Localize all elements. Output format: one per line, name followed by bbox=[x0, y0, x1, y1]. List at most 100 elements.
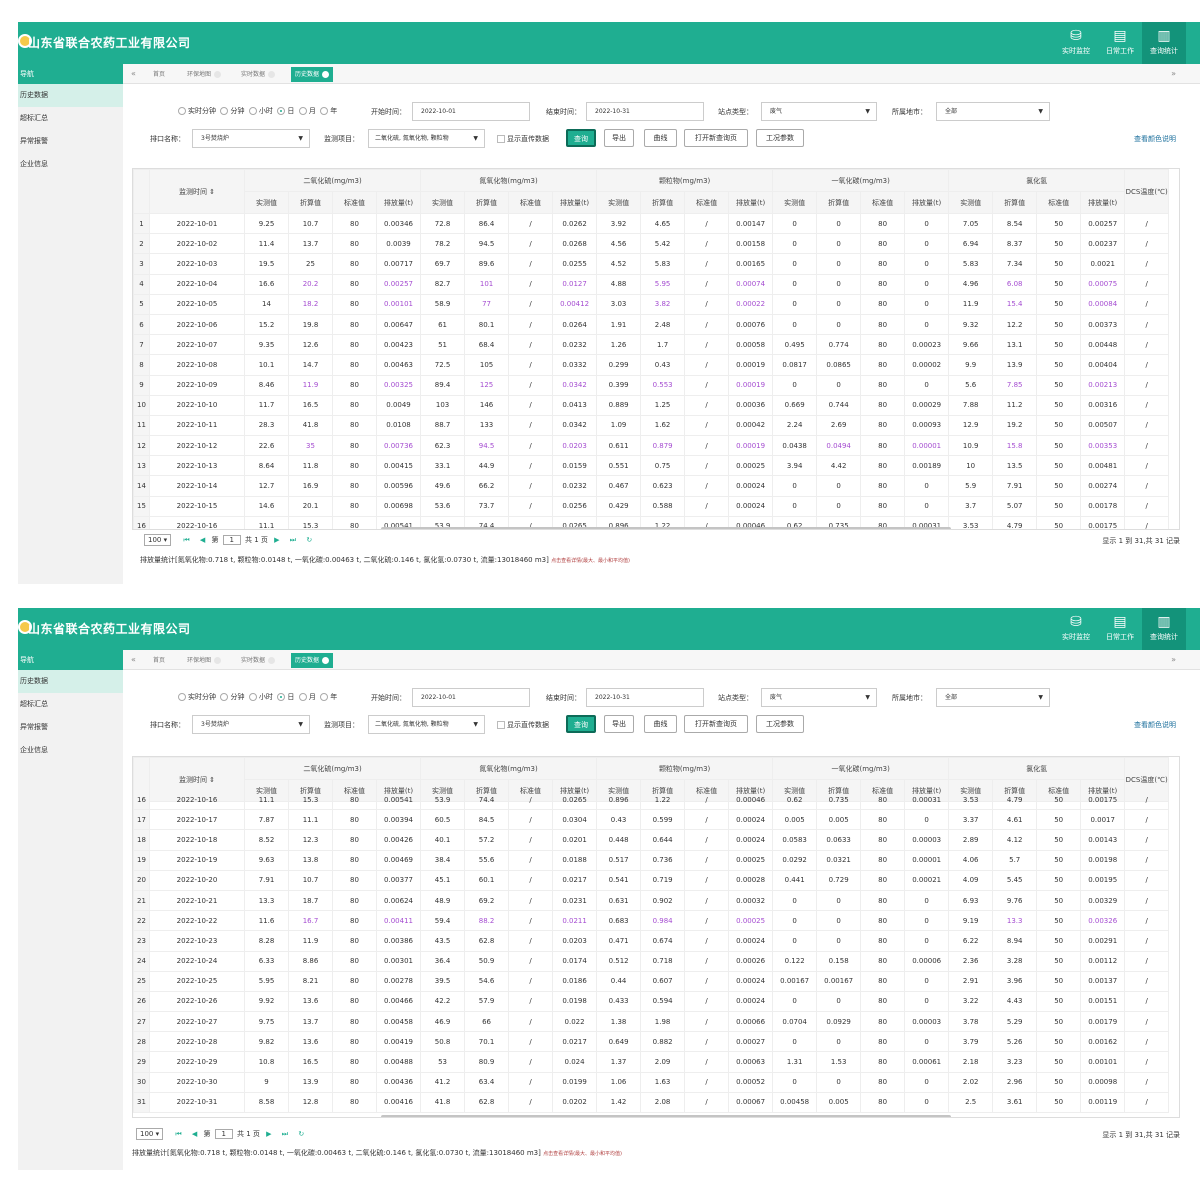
prev-page-icon[interactable]: ◀ bbox=[199, 536, 206, 544]
work-params-button[interactable]: 工况参数 bbox=[756, 129, 804, 147]
tab-realtime[interactable]: 实时数据 bbox=[237, 653, 279, 668]
next-page-icon[interactable]: ▶ bbox=[266, 1130, 272, 1138]
direct-data-checkbox[interactable]: 显示直传数据 bbox=[497, 720, 549, 730]
first-page-icon[interactable]: ⏮ bbox=[175, 1130, 182, 1138]
sidebar-item-company-info[interactable]: 企业信息 bbox=[20, 160, 48, 168]
export-button[interactable]: 导出 bbox=[604, 129, 634, 147]
table-row[interactable]: 20 2022-10-20 7.91 10.7 80 0.00377 45.1 60.1/0.… bbox=[133, 869, 1170, 891]
tab-history[interactable]: 历史数据 bbox=[291, 653, 334, 668]
table-row[interactable]: 5 2022-10-05 14 18.2 80 0.00101 58.9 77/0.00412… bbox=[133, 293, 1170, 315]
site-type-select[interactable]: 废气 ▼ bbox=[761, 688, 877, 707]
end-time-input[interactable]: 2022-10-31 bbox=[586, 102, 704, 121]
page-input[interactable]: 1 bbox=[214, 1129, 233, 1139]
table-row[interactable]: 24 2022-10-24 6.33 8.86 80 0.00301 36.4 50.9/0.… bbox=[133, 950, 1170, 972]
table-row[interactable]: 7 2022-10-07 9.35 12.6 80 0.00423 51 68.4/0.023… bbox=[133, 334, 1170, 356]
query-button[interactable]: 查询 bbox=[566, 715, 596, 733]
tab-home[interactable]: 首页 bbox=[153, 657, 166, 664]
table-row[interactable]: 26 2022-10-26 9.92 13.6 80 0.00466 42.2 57.9/0.… bbox=[133, 990, 1170, 1013]
table-row[interactable]: 11 2022-10-11 28.3 41.8 80 0.0108 88.7 133/0.03… bbox=[133, 414, 1170, 437]
outlet-select[interactable]: 3号焚烧炉 ▼ bbox=[192, 715, 310, 734]
table-row[interactable]: 3 2022-10-03 19.5 25 80 0.00717 69.7 89.6/0.025… bbox=[133, 253, 1170, 275]
sidebar-item-company-info[interactable]: 企业信息 bbox=[20, 746, 48, 754]
refresh-icon[interactable]: ↻ bbox=[298, 1130, 305, 1138]
summary-detail-link[interactable]: 点击查看详情(最大、最小和平均值) bbox=[551, 558, 630, 564]
sidebar-item-alarm[interactable]: 异常报警 bbox=[20, 723, 48, 731]
horizontal-scrollbar[interactable] bbox=[381, 1115, 951, 1117]
curve-button[interactable]: 曲线 bbox=[644, 129, 677, 147]
table-row[interactable]: 30 2022-10-30 9 13.9 80 0.00436 41.2 63.4/0.019… bbox=[133, 1071, 1170, 1093]
table-row[interactable]: 27 2022-10-27 9.75 13.7 80 0.00458 46.9 66/0.02… bbox=[133, 1011, 1170, 1033]
table-row[interactable]: 10 2022-10-10 11.7 16.5 80 0.0049 103 146/0.041… bbox=[133, 394, 1170, 416]
table-row[interactable]: 31 2022-10-31 8.58 12.8 80 0.00416 41.8 62.8/0.… bbox=[133, 1091, 1170, 1114]
color-legend-link[interactable]: 查看颜色说明 bbox=[1134, 135, 1176, 143]
radio-minute[interactable]: 分钟 bbox=[220, 693, 244, 701]
page-size-select[interactable]: 100 ▾ bbox=[144, 534, 172, 546]
table-row[interactable]: 4 2022-10-04 16.6 20.2 80 0.00257 82.7 101/0.01… bbox=[133, 273, 1170, 295]
tabs-next-icon[interactable]: » bbox=[1171, 69, 1176, 78]
nav-system[interactable]: ⚙系统 bbox=[1186, 22, 1200, 64]
table-row[interactable]: 162022-10-1611.115.3800.0054153.974.4/0.… bbox=[133, 515, 1170, 529]
table-row[interactable]: 28 2022-10-28 9.82 13.6 80 0.00419 50.8 70.1/0.… bbox=[133, 1031, 1170, 1053]
area-select[interactable]: 全部 ▼ bbox=[936, 688, 1050, 707]
table-row[interactable]: 1 2022-10-01 9.25 10.7 80 0.00346 72.8 86.4/0.0… bbox=[133, 212, 1170, 235]
items-select[interactable]: 二氧化硫, 氮氧化物, 颗粒物 ▼ bbox=[368, 129, 485, 148]
table-row[interactable]: 17 2022-10-17 7.87 11.1 80 0.00394 60.5 84.5/0.… bbox=[133, 809, 1170, 831]
radio-day[interactable]: 日 bbox=[277, 107, 294, 115]
time-header[interactable]: 监测时间 ⇕ bbox=[149, 169, 245, 214]
items-select[interactable]: 二氧化硫, 氮氧化物, 颗粒物 ▼ bbox=[368, 715, 485, 734]
radio-hour[interactable]: 小时 bbox=[248, 693, 273, 701]
close-icon[interactable] bbox=[322, 657, 330, 664]
tab-realtime[interactable]: 实时数据 bbox=[237, 67, 279, 82]
table-row[interactable]: 23 2022-10-23 8.28 11.9 80 0.00386 43.5 62.8/0.… bbox=[133, 930, 1170, 952]
radio-year[interactable]: 年 bbox=[320, 693, 337, 701]
table-row[interactable]: 18 2022-10-18 8.52 12.3 80 0.00426 40.1 57.2/0.… bbox=[133, 829, 1170, 851]
sidebar-item-exceed-summary[interactable]: 超标汇总 bbox=[20, 114, 48, 122]
table-row[interactable]: 19 2022-10-19 9.63 13.8 80 0.00469 38.4 55.6/0.… bbox=[133, 849, 1170, 871]
last-page-icon[interactable]: ⏭ bbox=[281, 1130, 289, 1138]
nav-daily-work[interactable]: ▤ 日常工作 bbox=[1098, 22, 1142, 64]
outlet-select[interactable]: 3号焚烧炉 ▼ bbox=[192, 129, 310, 148]
summary-detail-link[interactable]: 点击查看详情(最大、最小和平均值) bbox=[543, 1151, 622, 1157]
close-icon[interactable] bbox=[214, 657, 222, 664]
table-row[interactable]: 8 2022-10-08 10.1 14.7 80 0.00463 72.5 105/0.03… bbox=[133, 354, 1170, 376]
table-row[interactable]: 25 2022-10-25 5.95 8.21 80 0.00278 39.5 54.6/0.… bbox=[133, 970, 1170, 992]
last-page-icon[interactable]: ⏭ bbox=[289, 536, 297, 544]
tabs-next-icon[interactable]: » bbox=[1171, 655, 1176, 664]
radio-hour[interactable]: 小时 bbox=[248, 107, 273, 115]
next-page-icon[interactable]: ▶ bbox=[274, 536, 280, 544]
tab-env-map[interactable]: 环保地图 bbox=[183, 67, 225, 82]
direct-data-checkbox[interactable]: 显示直传数据 bbox=[497, 134, 549, 144]
color-legend-link[interactable]: 查看颜色说明 bbox=[1134, 721, 1176, 729]
tab-history[interactable]: 历史数据 bbox=[291, 67, 334, 82]
table-row[interactable]: 13 2022-10-13 8.64 11.8 80 0.00415 33.1 44.9/0.… bbox=[133, 455, 1170, 477]
site-type-select[interactable]: 废气 ▼ bbox=[761, 102, 877, 121]
table-row[interactable]: 2 2022-10-02 11.4 13.7 80 0.0039 78.2 94.5/0.02… bbox=[133, 233, 1170, 255]
sidebar-item-history[interactable]: 历史数据 bbox=[18, 670, 123, 693]
sidebar-item-alarm[interactable]: 异常报警 bbox=[20, 137, 48, 145]
nav-daily-work[interactable]: ▤ 日常工作 bbox=[1098, 608, 1142, 650]
table-row[interactable]: 14 2022-10-14 12.7 16.9 80 0.00596 49.6 66.2/0.… bbox=[133, 475, 1170, 497]
close-icon[interactable] bbox=[268, 657, 276, 664]
horizontal-scrollbar[interactable] bbox=[381, 527, 951, 529]
radio-realtime-minute[interactable]: 实时分钟 bbox=[178, 693, 216, 701]
sidebar-item-history[interactable]: 历史数据 bbox=[18, 84, 123, 107]
radio-year[interactable]: 年 bbox=[320, 107, 337, 115]
nav-query-stats[interactable]: ▥ 查询统计 bbox=[1142, 608, 1186, 650]
table-row[interactable]: 21 2022-10-21 13.3 18.7 80 0.00624 48.9 69.2/0.… bbox=[133, 889, 1170, 912]
radio-month[interactable]: 月 bbox=[298, 693, 316, 701]
table-row[interactable]: 12 2022-10-12 22.6 35 80 0.00736 62.3 94.5/0.02… bbox=[133, 435, 1170, 457]
radio-minute[interactable]: 分钟 bbox=[220, 107, 244, 115]
work-params-button[interactable]: 工况参数 bbox=[756, 715, 804, 733]
query-button[interactable]: 查询 bbox=[566, 129, 596, 147]
open-new-query-button[interactable]: 打开新查询页 bbox=[684, 129, 748, 147]
table-row[interactable]: 22 2022-10-22 11.6 16.7 80 0.00411 59.4 88.2/0.… bbox=[133, 910, 1170, 932]
start-time-input[interactable]: 2022-10-01 bbox=[412, 102, 530, 121]
radio-month[interactable]: 月 bbox=[298, 107, 316, 115]
curve-button[interactable]: 曲线 bbox=[644, 715, 677, 733]
nav-system[interactable]: ⚙系统 bbox=[1186, 608, 1200, 650]
sidebar-item-exceed-summary[interactable]: 超标汇总 bbox=[20, 700, 48, 708]
refresh-icon[interactable]: ↻ bbox=[306, 536, 313, 544]
radio-day[interactable]: 日 bbox=[277, 693, 294, 701]
nav-realtime-monitor[interactable]: ⛁ 实时监控 bbox=[1054, 608, 1098, 650]
